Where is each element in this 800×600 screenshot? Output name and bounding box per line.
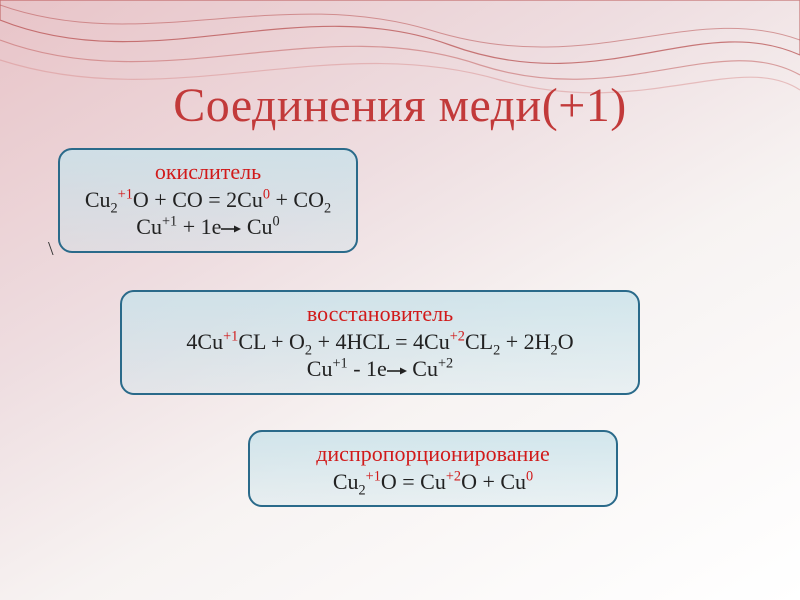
equation-line: 4Cu+1CL + O2 + 4HCL = 4Cu+2CL2 + 2H2O [140,328,620,356]
slide-title: Соединения меди(+1) [0,78,800,133]
card-label: диспропорционирование [268,440,598,468]
equation-line: Cu+1 + 1e Cu0 [78,213,338,241]
card-label: восстановитель [140,300,620,328]
card-label: окислитель [78,158,338,186]
card-disproportionation: диспропорционированиеCu2+1O = Cu+2O + Cu… [248,430,618,507]
stray-backslash: \ [48,238,54,261]
equation-line: Cu+1 - 1e Cu+2 [140,355,620,383]
card-reducer: восстановитель4Cu+1CL + O2 + 4HCL = 4Cu+… [120,290,640,395]
card-oxidizer: окислительCu2+1O + CO = 2Cu0 + CO2Cu+1 +… [58,148,358,253]
equation-line: Cu2+1O + CO = 2Cu0 + CO2 [78,186,338,214]
equation-line: Cu2+1O = Cu+2O + Cu0 [268,468,598,496]
